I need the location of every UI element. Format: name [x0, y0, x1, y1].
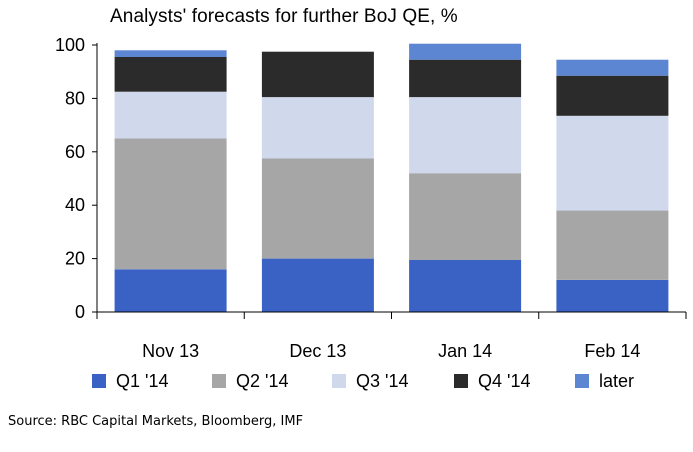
- legend-item-1: Q1 '14: [92, 369, 168, 393]
- y-tick-label-2: 20: [65, 249, 85, 269]
- legend-label-5: later: [599, 370, 635, 391]
- source-note: Source: RBC Capital Markets, Bloomberg, …: [8, 414, 304, 429]
- legend-swatch-3: [332, 374, 346, 388]
- legend-label-2: Q2 '14: [236, 370, 289, 391]
- bar-segment-3-series-1: [409, 259, 522, 312]
- y-tick-label-6: 100: [55, 35, 85, 55]
- legend-swatch-2: [212, 374, 226, 388]
- bar-segment-3-series-5: [409, 43, 522, 60]
- bar-segment-4-series-1: [556, 280, 669, 312]
- bars-group: [114, 43, 669, 312]
- bar-segment-3-series-2: [409, 173, 522, 260]
- x-tick-label-2: Dec 13: [289, 341, 346, 361]
- axes-group: [92, 43, 687, 319]
- bar-segment-2-series-1: [261, 258, 374, 312]
- bar-segment-4-series-4: [556, 75, 669, 116]
- bar-segment-1-series-3: [114, 91, 227, 139]
- chart-title: Analysts' forecasts for further BoJ QE, …: [110, 6, 458, 27]
- legend-label-4: Q4 '14: [478, 370, 531, 391]
- bar-segment-3-series-4: [409, 59, 522, 98]
- bar-segment-1-series-5: [114, 50, 227, 57]
- legend-item-3: Q3 '14: [332, 369, 408, 393]
- legend-swatch-5: [575, 374, 589, 388]
- y-tick-label-3: 40: [65, 195, 85, 215]
- legend-item-4: Q4 '14: [454, 369, 530, 393]
- x-tick-label-1: Nov 13: [142, 341, 199, 361]
- bar-segment-2-series-2: [261, 158, 374, 259]
- bar-segment-2-series-4: [261, 51, 374, 98]
- x-tick-label-4: Feb 14: [584, 341, 640, 361]
- x-tick-labels: Nov 13 Dec 13 Jan 14 Feb 14: [142, 341, 640, 361]
- legend-item-2: Q2 '14: [212, 369, 288, 393]
- bar-segment-2-series-3: [261, 97, 374, 159]
- bar-segment-4-series-3: [556, 115, 669, 211]
- y-tick-label-4: 60: [65, 142, 85, 162]
- legend-swatch-1: [92, 374, 106, 388]
- legend-label-3: Q3 '14: [356, 370, 409, 391]
- bar-segment-1-series-2: [114, 138, 227, 270]
- legend-swatch-4: [454, 374, 468, 388]
- bar-segment-1-series-1: [114, 269, 227, 312]
- legend-item-5: later: [575, 369, 634, 393]
- bar-segment-3-series-3: [409, 97, 522, 174]
- y-tick-labels: 0 20 40 60 80 100: [55, 35, 85, 322]
- bar-segment-1-series-4: [114, 57, 227, 92]
- y-tick-label-5: 80: [65, 88, 85, 108]
- bar-segment-4-series-2: [556, 210, 669, 280]
- y-tick-label-1: 0: [75, 302, 85, 322]
- x-tick-label-3: Jan 14: [438, 341, 492, 361]
- legend: Q1 '14 Q2 '14 Q3 '14 Q4 '14 later: [92, 369, 692, 395]
- legend-label-1: Q1 '14: [116, 370, 169, 391]
- bar-segment-4-series-5: [556, 59, 669, 76]
